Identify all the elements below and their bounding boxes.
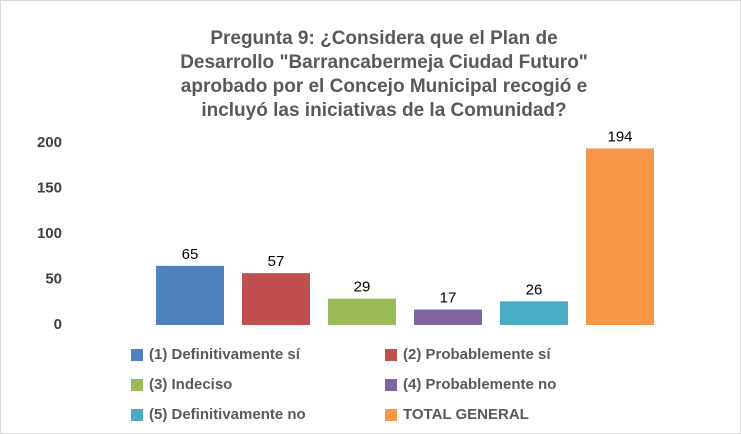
legend-label: (4) Probablemente no: [403, 376, 556, 393]
legend-swatch: [385, 349, 397, 361]
legend-swatch: [131, 379, 143, 391]
bar: [414, 309, 482, 325]
bar: [500, 301, 568, 325]
legend-label: (5) Definitivamente no: [149, 406, 306, 423]
bar: [242, 273, 310, 325]
y-tick-label: 100: [37, 225, 62, 242]
value-label: 26: [526, 281, 543, 298]
legend-swatch: [385, 409, 397, 421]
chart-title: incluyó las iniciativas de la Comunidad?: [201, 100, 566, 121]
bar: [586, 148, 654, 325]
bar: [156, 265, 224, 325]
value-label: 65: [182, 246, 199, 263]
y-tick-label: 50: [45, 270, 62, 287]
legend-swatch: [385, 379, 397, 391]
value-label: 29: [354, 279, 371, 296]
bar: [328, 298, 396, 325]
legend-label: TOTAL GENERAL: [403, 406, 529, 423]
y-tick-label: 0: [54, 316, 62, 333]
legend-label: (3) Indeciso: [149, 376, 232, 393]
y-tick-label: 200: [37, 134, 62, 151]
legend-label: (2) Probablemente sí: [403, 346, 551, 363]
value-label: 57: [268, 253, 285, 270]
value-label: 17: [440, 289, 457, 306]
chart-title: aprobado por el Concejo Municipal recogi…: [181, 76, 587, 97]
chart-title: Desarrollo "Barrancabermeja Ciudad Futur…: [180, 52, 588, 73]
chart-title: Pregunta 9: ¿Considera que el Plan de: [210, 28, 557, 49]
y-tick-label: 150: [37, 179, 62, 196]
legend-swatch: [131, 349, 143, 361]
value-label: 194: [607, 128, 632, 145]
legend-swatch: [131, 409, 143, 421]
legend-label: (1) Definitivamente sí: [149, 346, 301, 363]
